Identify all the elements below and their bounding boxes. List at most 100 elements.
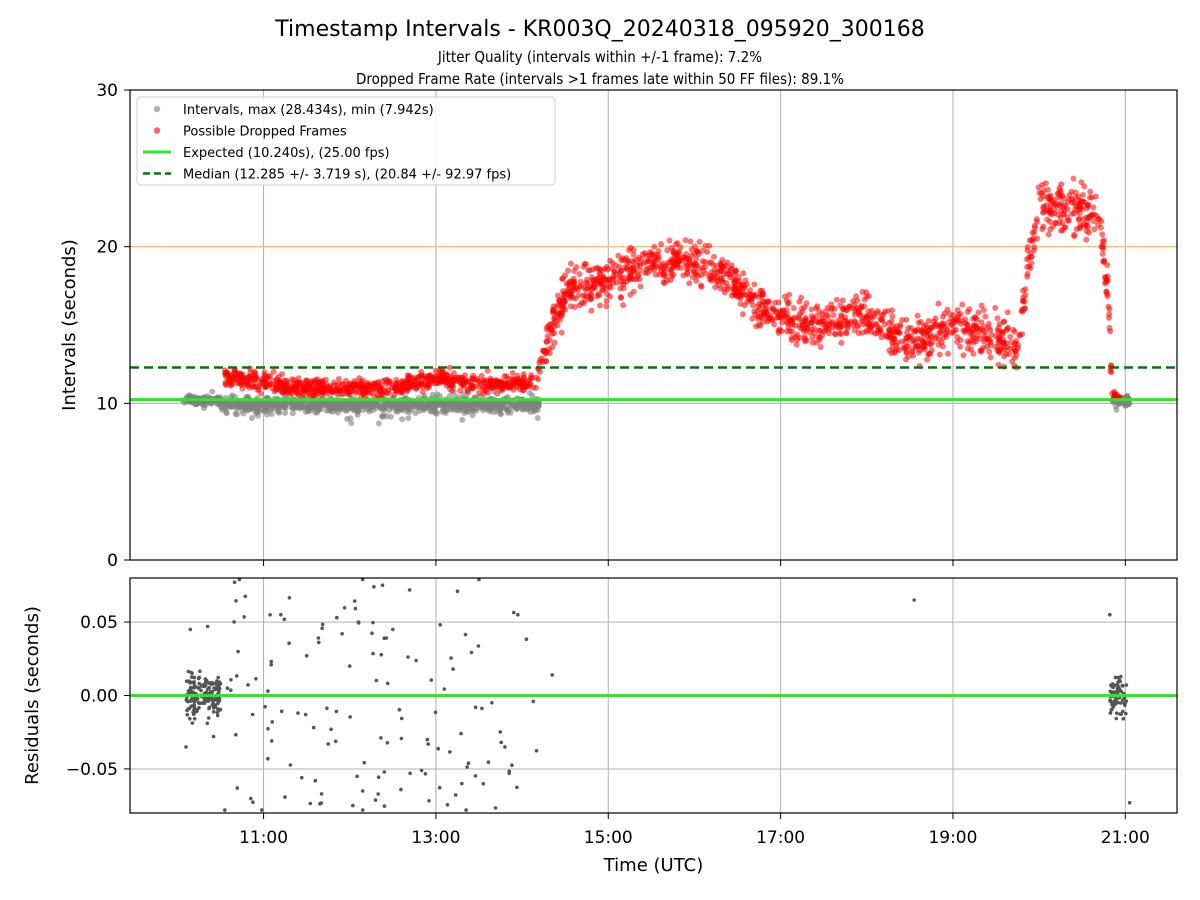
dropped-frame-point [549,344,556,351]
dropped-frame-point [920,330,927,337]
residual-point [399,736,404,741]
dropped-frame-point [533,384,539,391]
dropped-frame-point [615,252,622,259]
residual-point [210,703,215,707]
dropped-frame-point [889,307,896,314]
dropped-frame-point [914,312,921,319]
dropped-frame-point [1013,352,1020,359]
dropped-frame-point [1052,196,1059,203]
dropped-frame-point [1086,229,1092,236]
dropped-frame-point [910,336,917,343]
dropped-frame-point [646,252,653,259]
intervals-axes-frame [129,89,1178,561]
dropped-frame-point [447,364,453,371]
dropped-frame-point [912,327,919,334]
dropped-frame-point [703,270,709,277]
residual-point [1118,679,1122,684]
residual-point [218,707,223,712]
dropped-frame-point [728,262,735,269]
dropped-frame-point [1016,332,1023,339]
residual-point [399,716,404,721]
dropped-frame-point [364,387,371,394]
dropped-frame-point [863,289,870,296]
dropped-frame-point [514,384,521,390]
dropped-frame-point [386,378,393,385]
dropped-frame-point [978,347,985,353]
residual-point [279,709,284,714]
interval-point [484,404,491,411]
dropped-frame-point [672,241,679,248]
dropped-frame-point [724,259,731,266]
dropped-frame-point [1056,220,1063,227]
residual-point [360,808,365,812]
dropped-frame-point [476,383,483,390]
residual-point [1118,712,1122,716]
residual-point [268,613,272,617]
dropped-frame-point [639,251,646,258]
dropped-frame-point [343,377,349,384]
residual-point [232,580,237,584]
dropped-frame-point [861,296,868,303]
residual-point [453,793,458,797]
residual-point [209,680,214,685]
y-tick-label: 30 [96,81,118,101]
dropped-frame-point [371,393,378,400]
dropped-frame-point [645,258,652,265]
legend-label: Possible Dropped Frames [183,125,347,140]
dropped-frame-point [980,327,987,334]
residual-point [1127,800,1132,805]
dropped-frame-point [576,271,583,278]
dropped-frame-point [1007,333,1014,340]
residual-point [380,583,385,587]
dropped-frame-point [644,270,651,277]
dropped-frame-point [469,383,476,390]
residual-point [213,704,218,709]
interval-point [289,410,296,417]
dropped-frame-point [617,278,624,285]
residual-point [269,662,274,667]
residual-point [355,774,359,779]
dropped-frame-point [971,322,978,329]
dropped-frame-point [652,271,659,278]
dropped-frame-point [732,267,739,274]
residual-point [406,655,410,659]
dropped-frame-point [1047,206,1054,213]
residual-point [251,800,255,804]
dropped-frame-point [1028,237,1035,243]
dropped-frame-point [835,317,842,324]
dropped-frame-point [987,342,994,348]
residual-point [204,690,208,694]
dropped-frame-point [975,309,982,316]
residual-point [223,808,227,812]
dropped-frame-point [409,383,416,390]
dropped-frame-point [917,319,924,325]
dropped-frame-point [752,311,759,318]
residual-point [342,606,347,610]
dropped-frame-point [565,267,572,274]
residual-point [429,678,434,682]
dropped-frame-point [690,262,697,269]
residual-point [234,733,238,737]
y-tick-label: 20 [96,238,118,258]
dropped-frame-point [261,378,268,385]
dropped-frame-point [1030,247,1037,254]
dropped-frame-point [558,329,565,336]
dropped-frame-point [475,378,482,385]
dropped-frame-point [943,329,950,336]
dropped-frame-point [332,387,339,394]
residual-point [515,785,519,790]
dropped-frame-point [600,273,607,280]
y-tick-label: 10 [96,394,118,414]
residual-point [414,658,418,663]
interval-point [387,413,394,420]
residual-points [184,577,1132,812]
residual-point [225,686,230,690]
dropped-frame-point [607,293,614,300]
dropped-frame-point [1040,205,1047,212]
residual-point [348,715,352,719]
dropped-frame-point [365,382,372,389]
residual-point [1108,711,1113,715]
dropped-frame-point [1090,218,1097,225]
dropped-frame-point [770,306,776,313]
interval-point [526,401,533,408]
